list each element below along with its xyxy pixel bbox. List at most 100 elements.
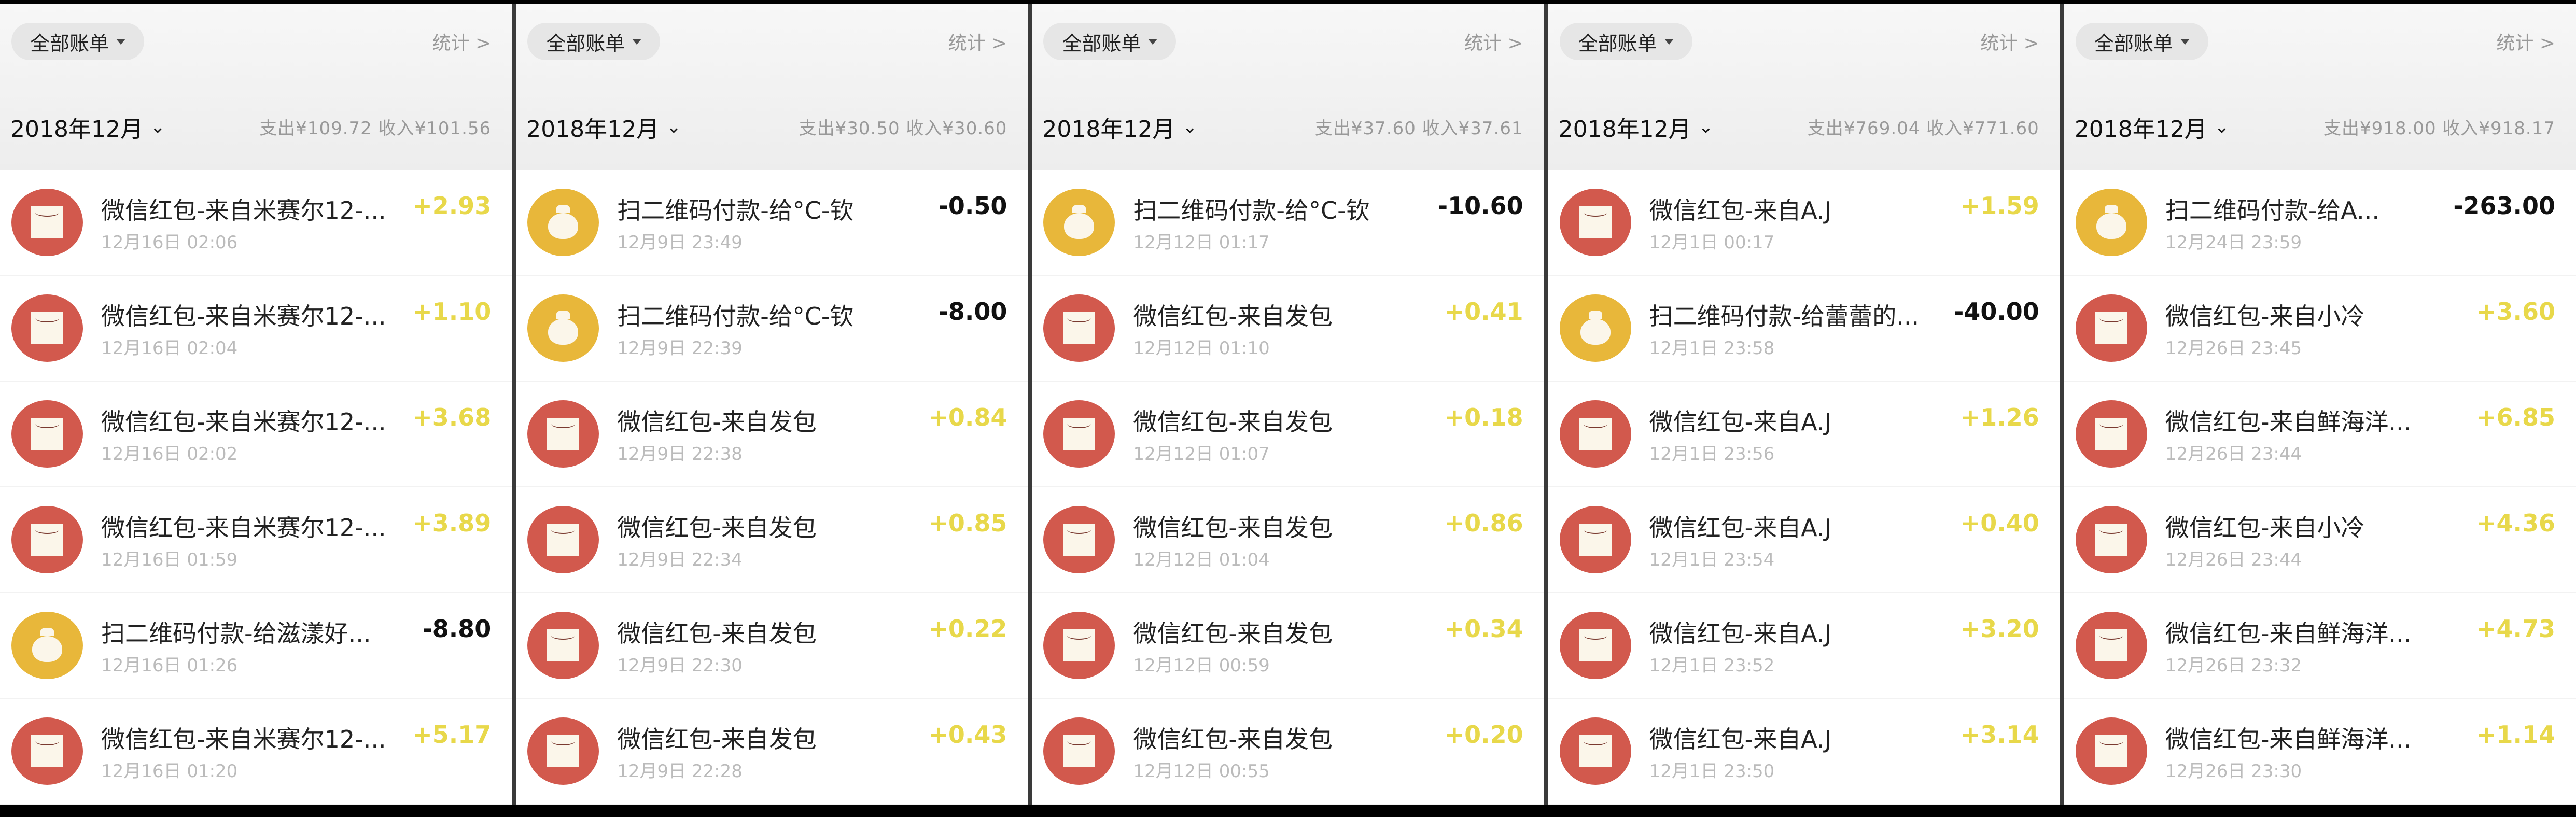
transaction-row[interactable]: 微信红包-来自发包 12月9日 22:34 +0.85 xyxy=(516,487,1028,593)
transaction-date: 12月24日 23:59 xyxy=(2165,232,2302,253)
filter-label: 全部账单 xyxy=(546,32,625,55)
chevron-down-icon: ⌄ xyxy=(150,117,165,137)
filter-dropdown[interactable]: 全部账单 xyxy=(527,23,661,60)
transaction-row[interactable]: 微信红包-来自米赛尔12-... 12月16日 02:02 +3.68 xyxy=(0,382,512,487)
red-packet-icon xyxy=(1559,612,1631,679)
transaction-amount: -0.50 xyxy=(938,192,1007,220)
transaction-amount: +0.20 xyxy=(1444,721,1523,749)
month-label: 2018年12月 xyxy=(1042,116,1175,143)
red-packet-icon xyxy=(527,400,599,468)
transaction-row[interactable]: 微信红包-来自米赛尔12-... 12月16日 01:59 +3.89 xyxy=(0,487,512,593)
transaction-date: 12月12日 01:17 xyxy=(1133,232,1270,253)
chevron-down-icon: ⌄ xyxy=(1698,117,1714,137)
statistics-link[interactable]: 统计 > xyxy=(1980,33,2039,54)
transaction-row[interactable]: 微信红包-来自发包 12月12日 01:07 +0.18 xyxy=(1032,382,1544,487)
transaction-amount: +0.85 xyxy=(928,509,1007,537)
red-packet-icon xyxy=(1559,506,1631,573)
transaction-row[interactable]: 微信红包-来自发包 12月12日 01:04 +0.86 xyxy=(1032,487,1544,593)
red-packet-icon xyxy=(2075,506,2147,573)
transaction-amount: +5.17 xyxy=(412,721,492,749)
transaction-date: 12月1日 23:52 xyxy=(1649,655,1775,676)
transaction-date: 12月9日 23:49 xyxy=(617,232,743,253)
transaction-title: 微信红包-来自发包 xyxy=(1133,514,1333,542)
red-packet-icon xyxy=(1559,189,1631,256)
transaction-row[interactable]: 微信红包-来自米赛尔12-... 12月16日 02:06 +2.93 xyxy=(0,170,512,276)
statistics-link[interactable]: 统计 > xyxy=(948,33,1007,54)
money-bag-icon xyxy=(1043,189,1115,256)
transaction-row[interactable]: 扫二维码付款-给蕾蕾的... 12月1日 23:58 -40.00 xyxy=(1548,276,2060,382)
transaction-row[interactable]: 微信红包-来自鲜海洋... 12月26日 23:32 +4.73 xyxy=(2064,593,2576,699)
transaction-row[interactable]: 扫二维码付款-给A... 12月24日 23:59 -263.00 xyxy=(2064,170,2576,276)
bill-panel: 全部账单 统计 > 2018年12月 ⌄ 支出¥30.50 收入¥30.60 扫二… xyxy=(516,4,1028,805)
transaction-row[interactable]: 微信红包-来自发包 12月9日 22:28 +0.43 xyxy=(516,699,1028,805)
filter-dropdown[interactable]: 全部账单 xyxy=(1559,23,1692,60)
transaction-amount: -10.60 xyxy=(1438,192,1523,220)
transaction-row[interactable]: 微信红包-来自A.J 12月1日 23:52 +3.20 xyxy=(1548,593,2060,699)
transaction-row[interactable]: 微信红包-来自A.J 12月1日 00:17 +1.59 xyxy=(1548,170,2060,276)
transaction-amount: +3.20 xyxy=(1960,615,2039,643)
bill-panel: 全部账单 统计 > 2018年12月 ⌄ 支出¥769.04 收入¥771.60 … xyxy=(1548,4,2060,805)
transaction-row[interactable]: 微信红包-来自发包 12月12日 01:10 +0.41 xyxy=(1032,276,1544,382)
month-selector[interactable]: 2018年12月 ⌄ xyxy=(2075,110,2229,144)
transaction-title: 扫二维码付款-给A... xyxy=(2165,196,2379,224)
transaction-row[interactable]: 微信红包-来自A.J 12月1日 23:54 +0.40 xyxy=(1548,487,2060,593)
bill-panel: 全部账单 统计 > 2018年12月 ⌄ 支出¥37.60 收入¥37.61 扫二… xyxy=(1032,4,1544,805)
transaction-title: 微信红包-来自A.J xyxy=(1649,725,1832,753)
month-selector[interactable]: 2018年12月 ⌄ xyxy=(526,110,681,144)
transaction-row[interactable]: 微信红包-来自鲜海洋... 12月26日 23:30 +1.14 xyxy=(2064,699,2576,805)
caret-down-icon xyxy=(2180,38,2190,45)
transaction-row[interactable]: 扫二维码付款-给°C-钦 12月12日 01:17 -10.60 xyxy=(1032,170,1544,276)
transaction-title: 微信红包-来自鲜海洋... xyxy=(2165,725,2412,753)
red-packet-icon xyxy=(527,506,599,573)
transaction-row[interactable]: 微信红包-来自米赛尔12-... 12月16日 01:20 +5.17 xyxy=(0,699,512,805)
month-selector[interactable]: 2018年12月 ⌄ xyxy=(1042,110,1197,144)
transaction-date: 12月16日 01:26 xyxy=(101,655,238,676)
transaction-row[interactable]: 微信红包-来自发包 12月12日 00:59 +0.34 xyxy=(1032,593,1544,699)
red-packet-icon xyxy=(1559,717,1631,785)
transaction-amount: +3.89 xyxy=(412,509,492,537)
transaction-amount: +1.59 xyxy=(1960,192,2039,220)
bill-header: 全部账单 统计 > 2018年12月 ⌄ 支出¥918.00 收入¥918.17 xyxy=(2064,4,2576,170)
transaction-row[interactable]: 扫二维码付款-给滋漾好... 12月16日 01:26 -8.80 xyxy=(0,593,512,699)
transaction-row[interactable]: 扫二维码付款-给°C-钦 12月9日 22:39 -8.00 xyxy=(516,276,1028,382)
red-packet-icon xyxy=(1043,506,1115,573)
filter-dropdown[interactable]: 全部账单 xyxy=(11,23,145,60)
transaction-row[interactable]: 微信红包-来自A.J 12月1日 23:56 +1.26 xyxy=(1548,382,2060,487)
filter-dropdown[interactable]: 全部账单 xyxy=(2075,23,2208,60)
filter-dropdown[interactable]: 全部账单 xyxy=(1043,23,1177,60)
transaction-date: 12月16日 02:02 xyxy=(101,444,238,464)
caret-down-icon xyxy=(1148,38,1158,45)
month-selector[interactable]: 2018年12月 ⌄ xyxy=(1559,110,1713,144)
transaction-row[interactable]: 微信红包-来自发包 12月12日 00:55 +0.20 xyxy=(1032,699,1544,805)
transaction-row[interactable]: 微信红包-来自A.J 12月1日 23:50 +3.14 xyxy=(1548,699,2060,805)
transaction-date: 12月9日 22:39 xyxy=(617,338,743,359)
transaction-row[interactable]: 微信红包-来自小冷 12月26日 23:45 +3.60 xyxy=(2064,276,2576,382)
month-label: 2018年12月 xyxy=(2074,116,2207,143)
transaction-row[interactable]: 扫二维码付款-给°C-钦 12月9日 23:49 -0.50 xyxy=(516,170,1028,276)
transaction-title: 微信红包-来自发包 xyxy=(1133,619,1333,647)
transaction-row[interactable]: 微信红包-来自小冷 12月26日 23:44 +4.36 xyxy=(2064,487,2576,593)
transaction-row[interactable]: 微信红包-来自发包 12月9日 22:30 +0.22 xyxy=(516,593,1028,699)
red-packet-icon xyxy=(2075,400,2147,468)
red-packet-icon xyxy=(1043,400,1115,468)
bill-header: 全部账单 统计 > 2018年12月 ⌄ 支出¥37.60 收入¥37.61 xyxy=(1032,4,1544,170)
transaction-date: 12月16日 02:04 xyxy=(101,338,238,359)
transaction-row[interactable]: 微信红包-来自发包 12月9日 22:38 +0.84 xyxy=(516,382,1028,487)
money-bag-icon xyxy=(527,294,599,362)
transaction-row[interactable]: 微信红包-来自米赛尔12-... 12月16日 02:04 +1.10 xyxy=(0,276,512,382)
transaction-row[interactable]: 微信红包-来自鲜海洋... 12月26日 23:44 +6.85 xyxy=(2064,382,2576,487)
transaction-date: 12月12日 00:59 xyxy=(1133,655,1270,676)
red-packet-icon xyxy=(11,294,83,362)
month-summary: 支出¥109.72 收入¥101.56 xyxy=(259,118,492,139)
statistics-link[interactable]: 统计 > xyxy=(432,33,492,54)
transaction-amount: +6.85 xyxy=(2476,403,2556,431)
statistics-link[interactable]: 统计 > xyxy=(1464,33,1523,54)
red-packet-icon xyxy=(11,189,83,256)
transaction-title: 微信红包-来自A.J xyxy=(1649,619,1832,647)
caret-down-icon xyxy=(1664,38,1674,45)
caret-down-icon xyxy=(116,38,126,45)
month-selector[interactable]: 2018年12月 ⌄ xyxy=(10,110,165,144)
statistics-link[interactable]: 统计 > xyxy=(2496,33,2556,54)
transaction-amount: +0.22 xyxy=(928,615,1007,643)
red-packet-icon xyxy=(2075,294,2147,362)
